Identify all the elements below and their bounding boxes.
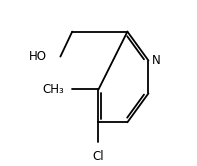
Text: Cl: Cl [93, 150, 104, 163]
Text: HO: HO [29, 50, 47, 63]
Text: N: N [152, 54, 161, 67]
Text: CH₃: CH₃ [43, 83, 64, 96]
